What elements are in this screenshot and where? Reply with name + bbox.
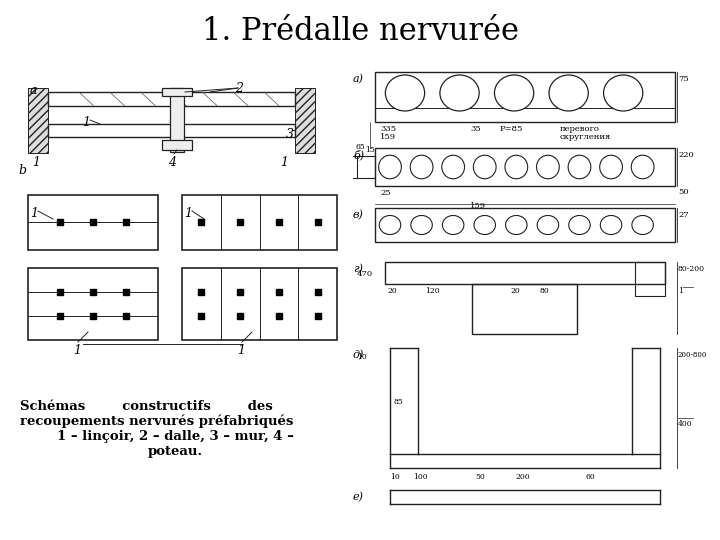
Text: д): д) <box>353 350 364 360</box>
Text: 1: 1 <box>184 207 192 220</box>
Bar <box>170 88 184 152</box>
Ellipse shape <box>442 155 464 179</box>
Bar <box>375 72 675 122</box>
Text: 35: 35 <box>470 125 481 133</box>
Ellipse shape <box>505 215 527 234</box>
Text: b: b <box>18 164 26 177</box>
Ellipse shape <box>495 75 534 111</box>
Text: 65: 65 <box>355 143 365 151</box>
Text: 1: 1 <box>73 344 81 357</box>
Text: 200-800: 200-800 <box>678 351 707 359</box>
Text: 1: 1 <box>30 207 38 220</box>
Ellipse shape <box>385 75 425 111</box>
Text: 50: 50 <box>475 473 485 481</box>
Ellipse shape <box>440 75 480 111</box>
Bar <box>635 262 665 296</box>
Text: 85: 85 <box>393 398 402 406</box>
Text: 3: 3 <box>286 128 294 141</box>
Ellipse shape <box>549 75 588 111</box>
Text: перевого: перевого <box>560 125 600 133</box>
Bar <box>28 268 158 340</box>
Text: 15: 15 <box>365 146 374 154</box>
Text: 1: 1 <box>678 287 683 295</box>
Bar <box>375 148 675 186</box>
Text: a: a <box>30 84 37 97</box>
Ellipse shape <box>631 155 654 179</box>
Text: 1 – linçoir, 2 – dalle, 3 – mur, 4 –: 1 – linçoir, 2 – dalle, 3 – mur, 4 – <box>57 430 294 443</box>
Text: 159: 159 <box>380 133 396 141</box>
Text: 1. Prédalle nervurée: 1. Prédalle nervurée <box>202 17 518 48</box>
Text: 1: 1 <box>82 116 90 129</box>
Bar <box>375 208 675 242</box>
Bar <box>48 124 295 137</box>
Ellipse shape <box>411 215 432 234</box>
Text: 50: 50 <box>678 188 688 196</box>
Ellipse shape <box>536 155 559 179</box>
Text: 20: 20 <box>387 287 397 295</box>
Text: 1: 1 <box>280 156 288 169</box>
Text: a): a) <box>353 74 364 84</box>
Bar <box>28 195 158 250</box>
Bar <box>472 284 577 334</box>
Ellipse shape <box>379 155 401 179</box>
Ellipse shape <box>600 155 622 179</box>
Text: г): г) <box>353 264 363 274</box>
Ellipse shape <box>600 215 622 234</box>
Bar <box>162 140 192 150</box>
Text: 120: 120 <box>425 287 440 295</box>
Text: 200: 200 <box>515 473 530 481</box>
Bar <box>48 92 295 106</box>
Bar <box>28 88 48 153</box>
Text: 4: 4 <box>168 156 176 169</box>
Text: 25: 25 <box>380 189 391 197</box>
Bar <box>385 262 665 284</box>
Text: recoupements nervurés préfabriqués: recoupements nervurés préfabriqués <box>20 415 293 429</box>
Bar <box>295 88 315 153</box>
Text: 220: 220 <box>678 151 694 159</box>
Text: 2: 2 <box>235 82 243 95</box>
Bar <box>182 268 337 340</box>
Text: в): в) <box>353 210 364 220</box>
Text: 335: 335 <box>380 125 396 133</box>
Text: е): е) <box>353 492 364 502</box>
Ellipse shape <box>569 215 590 234</box>
Ellipse shape <box>474 215 495 234</box>
Bar <box>162 88 192 96</box>
Ellipse shape <box>410 155 433 179</box>
Text: 1: 1 <box>237 344 245 357</box>
Text: 100: 100 <box>413 473 428 481</box>
Bar <box>182 195 337 250</box>
Text: 400: 400 <box>678 420 693 428</box>
Ellipse shape <box>632 215 653 234</box>
Text: 80: 80 <box>540 287 550 295</box>
Bar <box>357 156 375 178</box>
Text: скругления: скругления <box>560 133 611 141</box>
Text: 10: 10 <box>357 353 366 361</box>
Ellipse shape <box>473 155 496 179</box>
Text: poteau.: poteau. <box>148 445 202 458</box>
Ellipse shape <box>505 155 528 179</box>
Ellipse shape <box>603 75 643 111</box>
Text: 159: 159 <box>470 202 486 210</box>
Text: 75: 75 <box>678 75 689 83</box>
Text: 60: 60 <box>585 473 595 481</box>
Ellipse shape <box>568 155 591 179</box>
Ellipse shape <box>442 215 464 234</box>
Text: б): б) <box>353 150 364 161</box>
Ellipse shape <box>379 215 401 234</box>
Text: 470: 470 <box>357 270 373 278</box>
Text: 10: 10 <box>390 473 400 481</box>
Text: 27: 27 <box>678 211 688 219</box>
Text: 1: 1 <box>32 156 40 169</box>
Text: P=85: P=85 <box>500 125 523 133</box>
Ellipse shape <box>537 215 559 234</box>
Text: 80-200: 80-200 <box>678 265 705 273</box>
Text: Schémas        constructifs        des: Schémas constructifs des <box>20 400 273 413</box>
Text: 20: 20 <box>510 287 520 295</box>
